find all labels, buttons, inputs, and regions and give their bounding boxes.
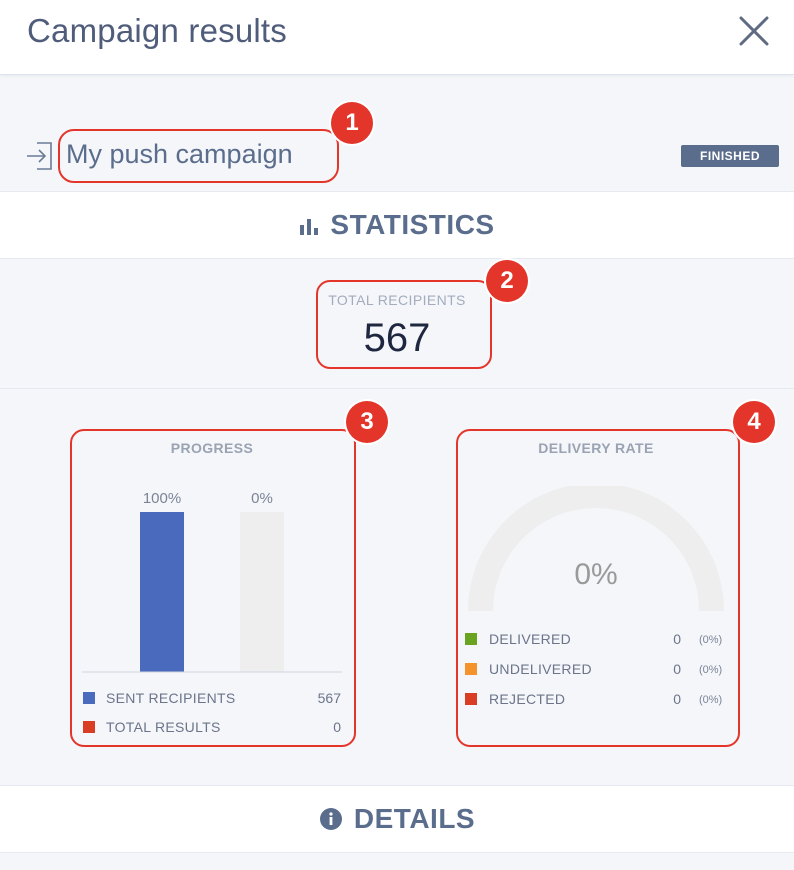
total-recipients-label: TOTAL RECIPIENTS <box>328 292 466 308</box>
bar-chart-icon <box>299 217 319 240</box>
legend-percentage: (0%) <box>699 694 723 706</box>
details-section-header[interactable]: DETAILS <box>0 785 794 853</box>
statistics-section-header[interactable]: STATISTICS <box>0 191 794 259</box>
campaign-row: My push campaign <box>0 100 794 190</box>
legend-label: DELIVERED <box>489 631 572 647</box>
title-bar: Campaign results <box>0 0 794 75</box>
total-recipients-value: 567 <box>363 316 431 360</box>
close-button[interactable] <box>737 14 771 48</box>
annotation-badge-1: 1 <box>331 102 373 144</box>
statistics-title: STATISTICS <box>330 209 495 240</box>
legend-label: REJECTED <box>489 691 566 707</box>
legend-count: 0 <box>333 719 341 735</box>
close-icon <box>739 16 769 46</box>
delivery-rate-gauge <box>468 486 724 611</box>
legend-swatch <box>465 663 477 675</box>
legend-swatch <box>465 693 477 705</box>
legend-label: SENT RECIPIENTS <box>106 690 236 706</box>
bar-data-label-1: 100% <box>143 490 181 507</box>
details-title: DETAILS <box>353 803 476 834</box>
legend-count: 0 <box>673 661 681 677</box>
progress-bar-chart: 100% 0% <box>82 490 342 673</box>
status-badge: FINISHED <box>681 145 779 167</box>
legend-count: 567 <box>317 690 341 706</box>
legend-count: 0 <box>673 691 681 707</box>
legend-percentage: (0%) <box>699 634 723 646</box>
gauge-track <box>468 486 724 611</box>
bar-1[interactable] <box>140 512 184 672</box>
legend-percentage: (0%) <box>699 664 723 676</box>
delivery-rate-center-label: 0% <box>574 558 618 591</box>
delivery-rate-title: DELIVERY RATE <box>538 440 654 456</box>
sign-in-icon <box>26 141 54 176</box>
legend-count: 0 <box>673 631 681 647</box>
campaign-name[interactable]: My push campaign <box>66 139 293 169</box>
bar-data-label-2: 0% <box>251 490 273 507</box>
info-icon <box>319 807 343 836</box>
bar-track-2 <box>240 512 284 672</box>
window-title: Campaign results <box>27 12 287 49</box>
legend-swatch <box>465 633 477 645</box>
annotation-badge-3: 3 <box>346 401 388 443</box>
legend-label: TOTAL RESULTS <box>106 719 221 735</box>
progress-title: PROGRESS <box>170 440 254 456</box>
bottom-strip <box>0 853 794 870</box>
total-recipients-block: TOTAL RECIPIENTS 567 <box>0 258 794 389</box>
annotation-badge-2: 2 <box>486 260 528 302</box>
legend-label: UNDELIVERED <box>489 661 592 677</box>
annotation-badge-4: 4 <box>733 401 775 443</box>
legend-swatch <box>83 721 95 733</box>
legend-swatch <box>83 692 95 704</box>
